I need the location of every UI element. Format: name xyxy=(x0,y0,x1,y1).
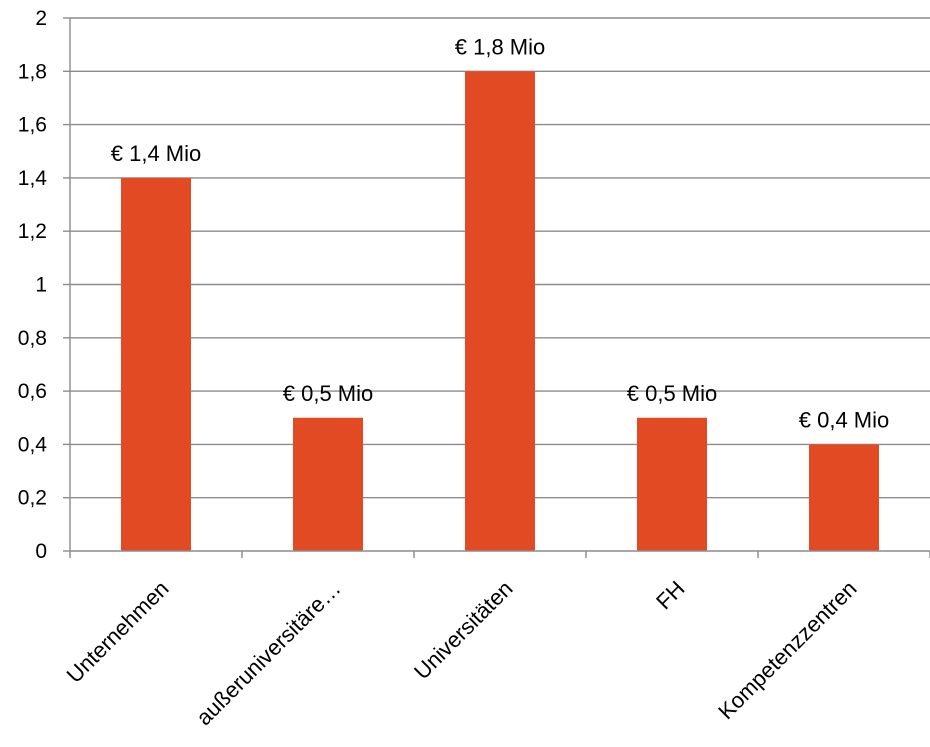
y-tick-labels: 0 0,2 0,4 0,6 0,8 1 1,2 1,4 1,6 1,8 2 xyxy=(18,7,48,563)
data-label: € 0,5 Mio xyxy=(627,381,718,406)
x-tick-label: Unternehmen xyxy=(62,576,174,688)
bar xyxy=(465,71,535,552)
y-tick-label: 0,4 xyxy=(18,433,48,456)
x-tick-label: außeruniversitäre… xyxy=(191,576,345,730)
data-label: € 1,4 Mio xyxy=(111,141,202,166)
bar xyxy=(293,417,363,551)
x-tick-labels: Unternehmen außeruniversitäre… Universität… xyxy=(62,576,862,730)
y-tick-label: 1,8 xyxy=(18,60,47,83)
y-tick-label: 1,4 xyxy=(18,167,48,190)
bar xyxy=(809,444,879,551)
x-tick-label: FH xyxy=(651,576,689,614)
x-tick-label: Kompetenzzentren xyxy=(713,576,861,724)
y-tick-label: 1 xyxy=(35,274,47,297)
axes xyxy=(63,17,930,558)
y-tick-label: 1,2 xyxy=(18,220,47,243)
y-tick-label: 2 xyxy=(35,7,47,30)
data-label: € 1,8 Mio xyxy=(455,34,546,59)
y-tick-label: 0,2 xyxy=(18,487,47,510)
bars xyxy=(121,71,879,552)
y-tick-label: 1,6 xyxy=(18,114,47,137)
x-tick-label: Universitäten xyxy=(409,576,517,684)
data-labels: € 1,4 Mio € 0,5 Mio € 1,8 Mio € 0,5 Mio € 0,… xyxy=(111,34,890,432)
bar xyxy=(637,417,707,551)
data-label: € 0,4 Mio xyxy=(799,407,890,432)
data-label: € 0,5 Mio xyxy=(283,381,374,406)
y-tick-label: 0,8 xyxy=(18,327,47,350)
bar xyxy=(121,177,191,551)
y-tick-label: 0,6 xyxy=(18,380,47,403)
y-tick-label: 0 xyxy=(35,540,47,563)
